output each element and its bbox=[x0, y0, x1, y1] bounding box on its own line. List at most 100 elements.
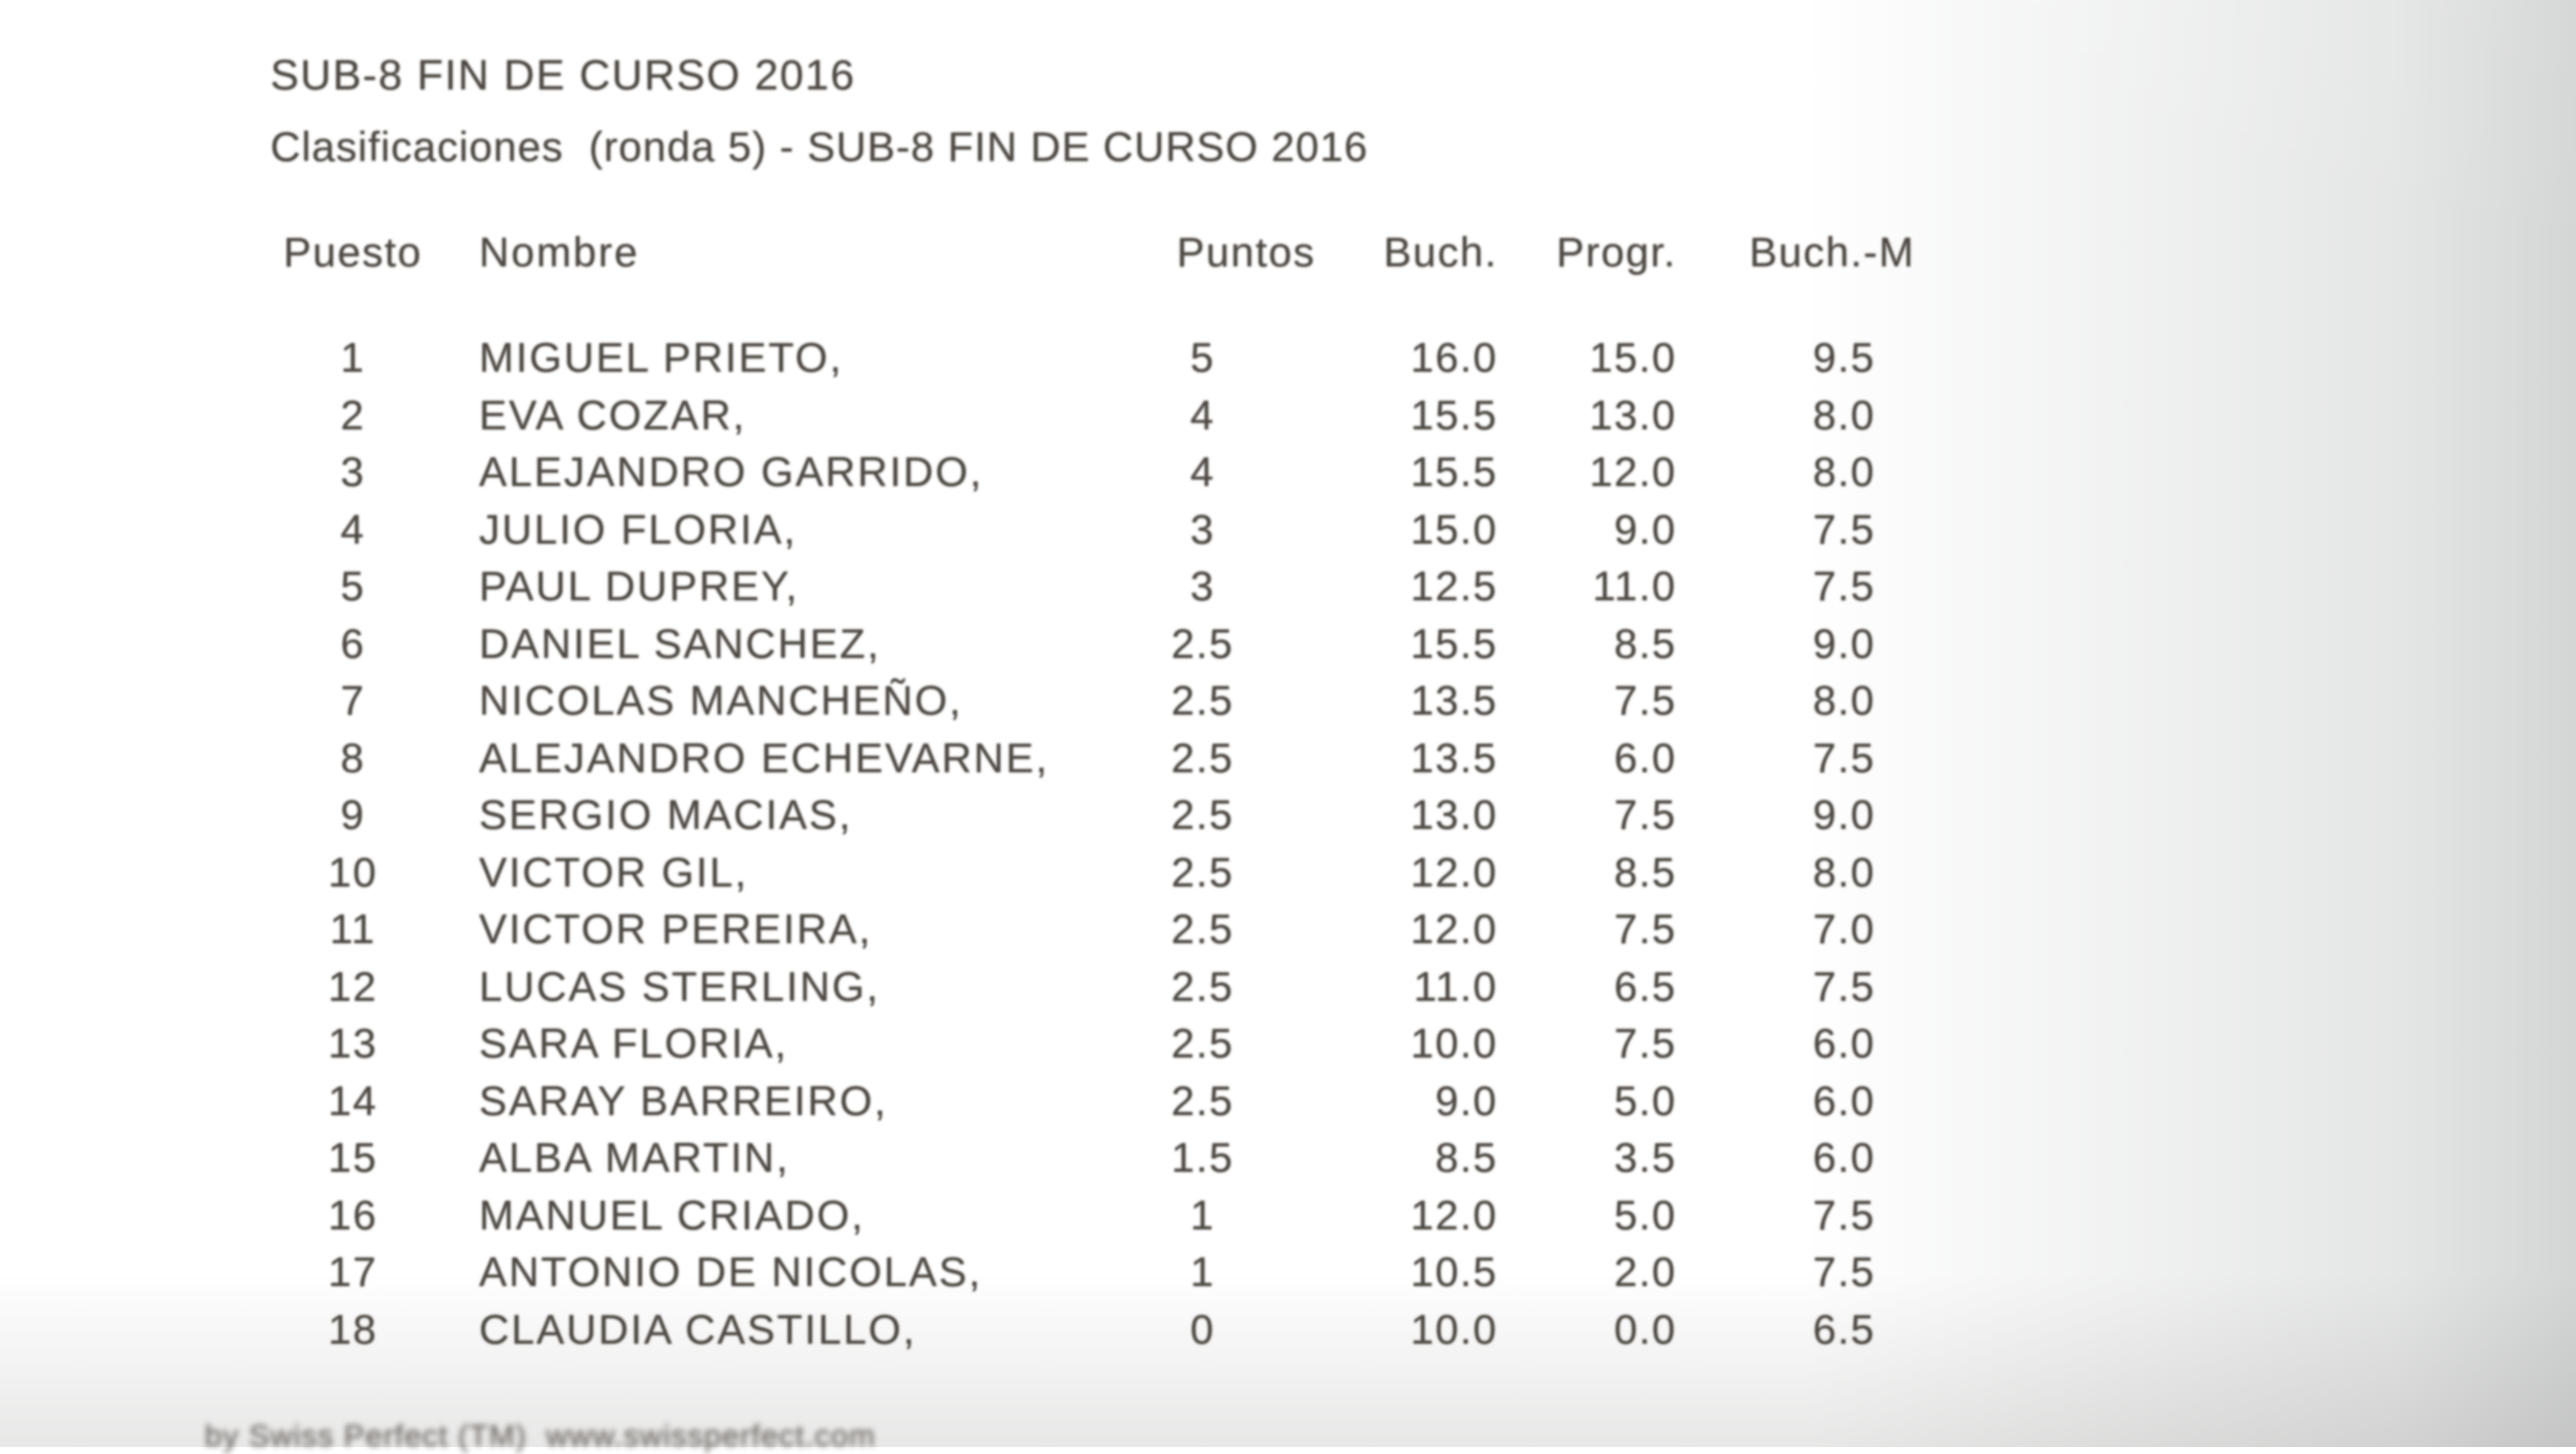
points-cell: 4 bbox=[1190, 392, 1215, 438]
rank-cell: 6 bbox=[340, 620, 366, 667]
buchholz-median-cell: 6.5 bbox=[1813, 1306, 1875, 1353]
points-cell: 3 bbox=[1190, 563, 1215, 609]
points-cell: 1.5 bbox=[1171, 1134, 1234, 1181]
buchholz-median-cell: 7.5 bbox=[1813, 963, 1875, 1010]
points-cell: 0 bbox=[1190, 1306, 1215, 1353]
buchholz-cell: 12.0 bbox=[1410, 849, 1498, 895]
table-row: 1 MIGUEL PRIETO, 5 16.0 15.0 9.5 bbox=[268, 333, 1923, 383]
buchholz-cell: 12.0 bbox=[1410, 1192, 1498, 1238]
buchholz-cell: 13.5 bbox=[1410, 677, 1498, 724]
progressive-cell: 5.0 bbox=[1614, 1192, 1677, 1238]
points-cell: 2.5 bbox=[1171, 620, 1234, 667]
buchholz-cell: 13.5 bbox=[1410, 734, 1498, 781]
buchholz-cell: 12.5 bbox=[1410, 563, 1498, 609]
buchholz-median-cell: 8.0 bbox=[1813, 677, 1875, 724]
rank-cell: 8 bbox=[340, 734, 366, 781]
progressive-cell: 13.0 bbox=[1589, 392, 1677, 438]
player-name-cell: PAUL DUPREY, bbox=[479, 563, 799, 609]
buchholz-median-cell: 6.0 bbox=[1813, 1134, 1875, 1181]
table-row: 2 EVA COZAR, 4 15.5 13.0 8.0 bbox=[268, 391, 1923, 440]
buchholz-cell: 15.5 bbox=[1410, 392, 1498, 438]
rank-cell: 9 bbox=[340, 791, 366, 838]
column-header-buch-m: Buch.-M bbox=[1749, 229, 1915, 275]
buchholz-cell: 8.5 bbox=[1435, 1134, 1498, 1181]
buchholz-cell: 9.0 bbox=[1435, 1077, 1498, 1124]
buchholz-median-cell: 7.5 bbox=[1813, 734, 1875, 781]
buchholz-median-cell: 6.0 bbox=[1813, 1020, 1875, 1066]
buchholz-cell: 15.5 bbox=[1410, 448, 1498, 495]
player-name-cell: SERGIO MACIAS, bbox=[479, 791, 853, 838]
rank-cell: 16 bbox=[328, 1192, 378, 1238]
buchholz-median-cell: 6.0 bbox=[1813, 1077, 1875, 1124]
points-cell: 1 bbox=[1190, 1192, 1215, 1238]
column-header-buch: Buch. bbox=[1383, 229, 1498, 275]
rank-cell: 12 bbox=[328, 963, 378, 1010]
buchholz-cell: 10.0 bbox=[1410, 1020, 1498, 1066]
buchholz-median-cell: 9.0 bbox=[1813, 791, 1875, 838]
player-name-cell: EVA COZAR, bbox=[479, 392, 746, 438]
buchholz-median-cell: 7.0 bbox=[1813, 905, 1875, 952]
player-name-cell: NICOLAS MANCHEÑO, bbox=[479, 677, 963, 724]
table-row: 3 ALEJANDRO GARRIDO, 4 15.5 12.0 8.0 bbox=[268, 447, 1923, 497]
progressive-cell: 7.5 bbox=[1614, 1020, 1677, 1066]
rank-cell: 3 bbox=[340, 448, 366, 495]
player-name-cell: DANIEL SANCHEZ, bbox=[479, 620, 882, 667]
progressive-cell: 7.5 bbox=[1614, 791, 1677, 838]
progressive-cell: 11.0 bbox=[1592, 563, 1677, 609]
tournament-title: SUB-8 FIN DE CURSO 2016 bbox=[270, 52, 856, 99]
buchholz-median-cell: 9.0 bbox=[1813, 620, 1875, 667]
table-row: 9 SERGIO MACIAS, 2.5 13.0 7.5 9.0 bbox=[268, 790, 1923, 840]
table-row: 13 SARA FLORIA, 2.5 10.0 7.5 6.0 bbox=[268, 1019, 1923, 1068]
points-cell: 3 bbox=[1190, 506, 1215, 553]
player-name-cell: VICTOR GIL, bbox=[479, 849, 748, 895]
player-name-cell: MIGUEL PRIETO, bbox=[479, 334, 844, 381]
rank-cell: 11 bbox=[329, 905, 377, 952]
table-row: 14 SARAY BARREIRO, 2.5 9.0 5.0 6.0 bbox=[268, 1076, 1923, 1126]
rank-cell: 7 bbox=[340, 677, 366, 724]
buchholz-cell: 13.0 bbox=[1410, 791, 1498, 838]
points-cell: 1 bbox=[1190, 1248, 1215, 1295]
rank-cell: 2 bbox=[340, 392, 366, 438]
points-cell: 2.5 bbox=[1171, 849, 1234, 895]
points-cell: 2.5 bbox=[1171, 734, 1234, 781]
progressive-cell: 8.5 bbox=[1614, 620, 1677, 667]
table-row: 15 ALBA MARTIN, 1.5 8.5 3.5 6.0 bbox=[268, 1133, 1923, 1183]
standings-subtitle: Clasificaciones (ronda 5) - SUB-8 FIN DE… bbox=[270, 123, 1368, 170]
progressive-cell: 6.5 bbox=[1614, 963, 1677, 1010]
buchholz-median-cell: 7.5 bbox=[1813, 506, 1875, 553]
table-row: 8 ALEJANDRO ECHEVARNE, 2.5 13.5 6.0 7.5 bbox=[268, 733, 1923, 783]
points-cell: 2.5 bbox=[1171, 1077, 1234, 1124]
table-row: 17 ANTONIO DE NICOLAS, 1 10.5 2.0 7.5 bbox=[268, 1247, 1923, 1297]
buchholz-cell: 15.0 bbox=[1410, 506, 1498, 553]
points-cell: 2.5 bbox=[1171, 677, 1234, 724]
player-name-cell: SARA FLORIA, bbox=[479, 1020, 789, 1066]
table-row: 7 NICOLAS MANCHEÑO, 2.5 13.5 7.5 8.0 bbox=[268, 676, 1923, 726]
player-name-cell: ALEJANDRO ECHEVARNE, bbox=[479, 734, 1049, 781]
software-credit-footer: by Swiss Perfect (TM) www.swissperfect.c… bbox=[205, 1418, 877, 1453]
column-header-nombre: Nombre bbox=[479, 229, 640, 275]
progressive-cell: 3.5 bbox=[1614, 1134, 1677, 1181]
rank-cell: 14 bbox=[328, 1077, 378, 1124]
buchholz-cell: 16.0 bbox=[1410, 334, 1498, 381]
rank-cell: 5 bbox=[340, 563, 366, 609]
player-name-cell: CLAUDIA CASTILLO, bbox=[479, 1306, 917, 1353]
progressive-cell: 0.0 bbox=[1614, 1306, 1677, 1353]
column-header-puntos: Puntos bbox=[1177, 229, 1316, 275]
progressive-cell: 15.0 bbox=[1589, 334, 1677, 381]
points-cell: 2.5 bbox=[1171, 963, 1234, 1010]
buchholz-median-cell: 8.0 bbox=[1813, 849, 1875, 895]
points-cell: 4 bbox=[1190, 448, 1215, 495]
table-row: 18 CLAUDIA CASTILLO, 0 10.0 0.0 6.5 bbox=[268, 1305, 1923, 1355]
table-row: 5 PAUL DUPREY, 3 12.5 11.0 7.5 bbox=[268, 562, 1923, 611]
table-header-row: Puesto Nombre Puntos Buch. Progr. Buch.-… bbox=[268, 228, 1923, 277]
column-header-puesto: Puesto bbox=[283, 229, 422, 275]
table-row: 12 LUCAS STERLING, 2.5 11.0 6.5 7.5 bbox=[268, 962, 1923, 1012]
buchholz-cell: 11.0 bbox=[1413, 963, 1498, 1010]
table-row: 4 JULIO FLORIA, 3 15.0 9.0 7.5 bbox=[268, 505, 1923, 555]
player-name-cell: ANTONIO DE NICOLAS, bbox=[479, 1248, 983, 1295]
buchholz-cell: 10.5 bbox=[1410, 1248, 1498, 1295]
progressive-cell: 2.0 bbox=[1614, 1248, 1677, 1295]
buchholz-median-cell: 7.5 bbox=[1813, 1248, 1875, 1295]
